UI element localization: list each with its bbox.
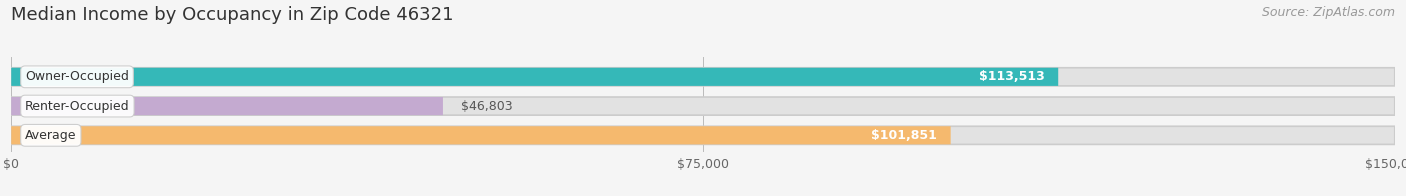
FancyBboxPatch shape [11, 126, 1395, 144]
Text: Renter-Occupied: Renter-Occupied [25, 100, 129, 113]
Text: Source: ZipAtlas.com: Source: ZipAtlas.com [1261, 6, 1395, 19]
FancyBboxPatch shape [11, 97, 443, 115]
FancyBboxPatch shape [11, 68, 1059, 86]
Text: $46,803: $46,803 [461, 100, 513, 113]
Text: $113,513: $113,513 [979, 70, 1045, 83]
FancyBboxPatch shape [11, 68, 1395, 86]
Text: Average: Average [25, 129, 76, 142]
Text: Median Income by Occupancy in Zip Code 46321: Median Income by Occupancy in Zip Code 4… [11, 6, 454, 24]
FancyBboxPatch shape [11, 126, 950, 144]
FancyBboxPatch shape [11, 97, 1395, 115]
Text: Owner-Occupied: Owner-Occupied [25, 70, 129, 83]
Text: $101,851: $101,851 [870, 129, 936, 142]
